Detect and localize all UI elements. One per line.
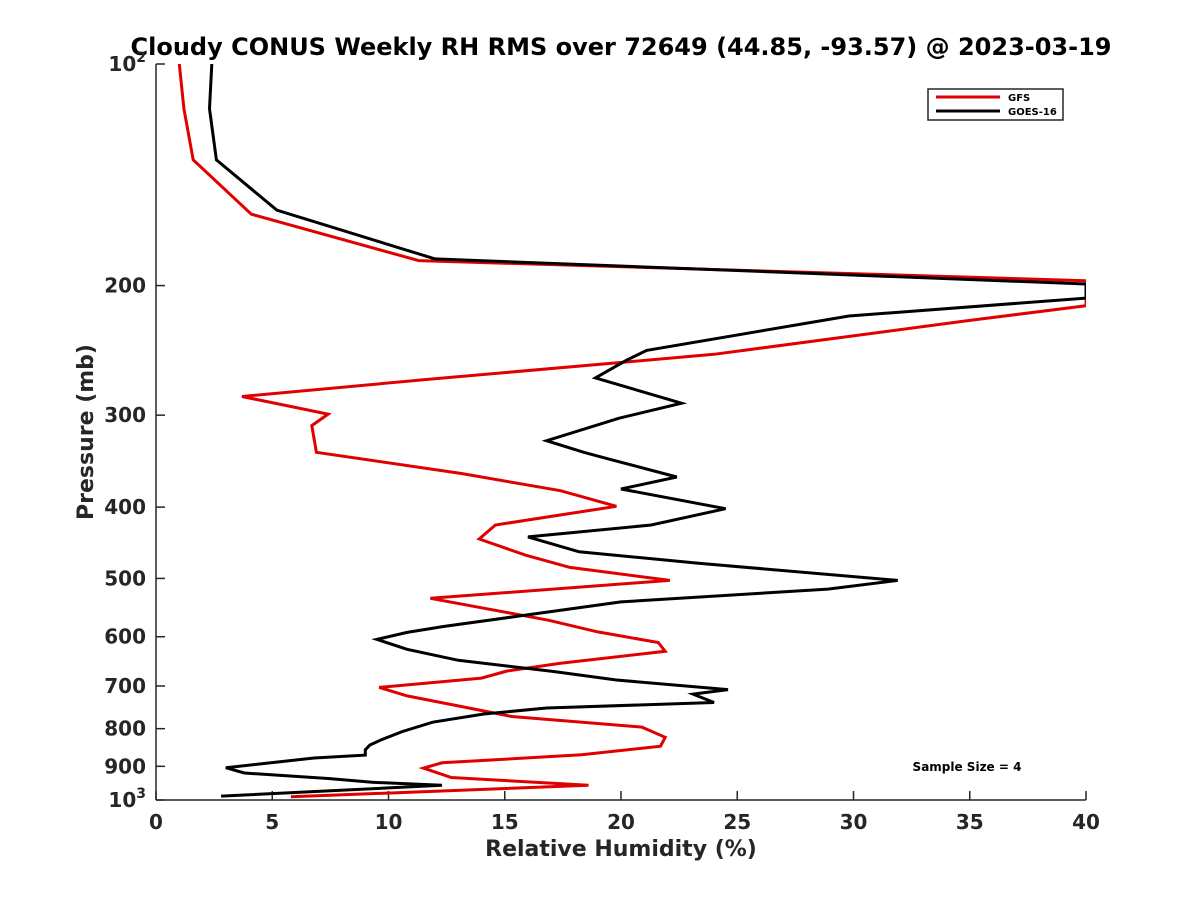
x-tick-label: 20 (607, 810, 635, 834)
x-tick-label: 35 (956, 810, 984, 834)
y-axis-label: Pressure (mb) (74, 344, 99, 520)
y-tick-label: 800 (104, 717, 146, 741)
y-tick-label: 200 (104, 274, 146, 298)
x-axis: 0 5 10 15 20 25 30 35 40 (149, 791, 1100, 834)
x-tick-label: 10 (375, 810, 403, 834)
legend: GFS GOES-16 (927, 88, 1064, 121)
x-tick-label: 30 (840, 810, 868, 834)
y-axis: 102 200 300 400 500 600 700 800 900 103 (104, 50, 165, 812)
x-axis-label: Relative Humidity (%) (485, 837, 757, 862)
x-tick-label: 25 (723, 810, 751, 834)
series-layer (177, 64, 1086, 799)
x-tick-label: 15 (491, 810, 519, 834)
sample-size-annotation: Sample Size = 4 (913, 760, 1022, 774)
chart-title: Cloudy CONUS Weekly RH RMS over 72649 (4… (131, 33, 1112, 61)
y-tick-label: 300 (104, 403, 146, 427)
y-tick-label: 600 (104, 625, 146, 649)
x-tick-label: 40 (1072, 810, 1100, 834)
series-line-gfs (177, 64, 1086, 799)
y-tick-label: 103 (108, 786, 146, 812)
y-tick-label: 700 (104, 674, 146, 698)
legend-label: GOES-16 (1008, 107, 1057, 118)
y-tick-label: 102 (108, 50, 146, 76)
x-tick-label: 5 (265, 810, 279, 834)
series-line-goes-16 (207, 64, 1086, 798)
legend-label: GFS (1008, 93, 1030, 104)
y-tick-label: 900 (104, 754, 146, 778)
legend-box (927, 88, 1064, 121)
y-tick-label: 400 (104, 495, 146, 519)
plot-frame (155, 64, 1086, 801)
y-tick-label: 500 (104, 566, 146, 590)
x-tick-label: 0 (149, 810, 163, 834)
